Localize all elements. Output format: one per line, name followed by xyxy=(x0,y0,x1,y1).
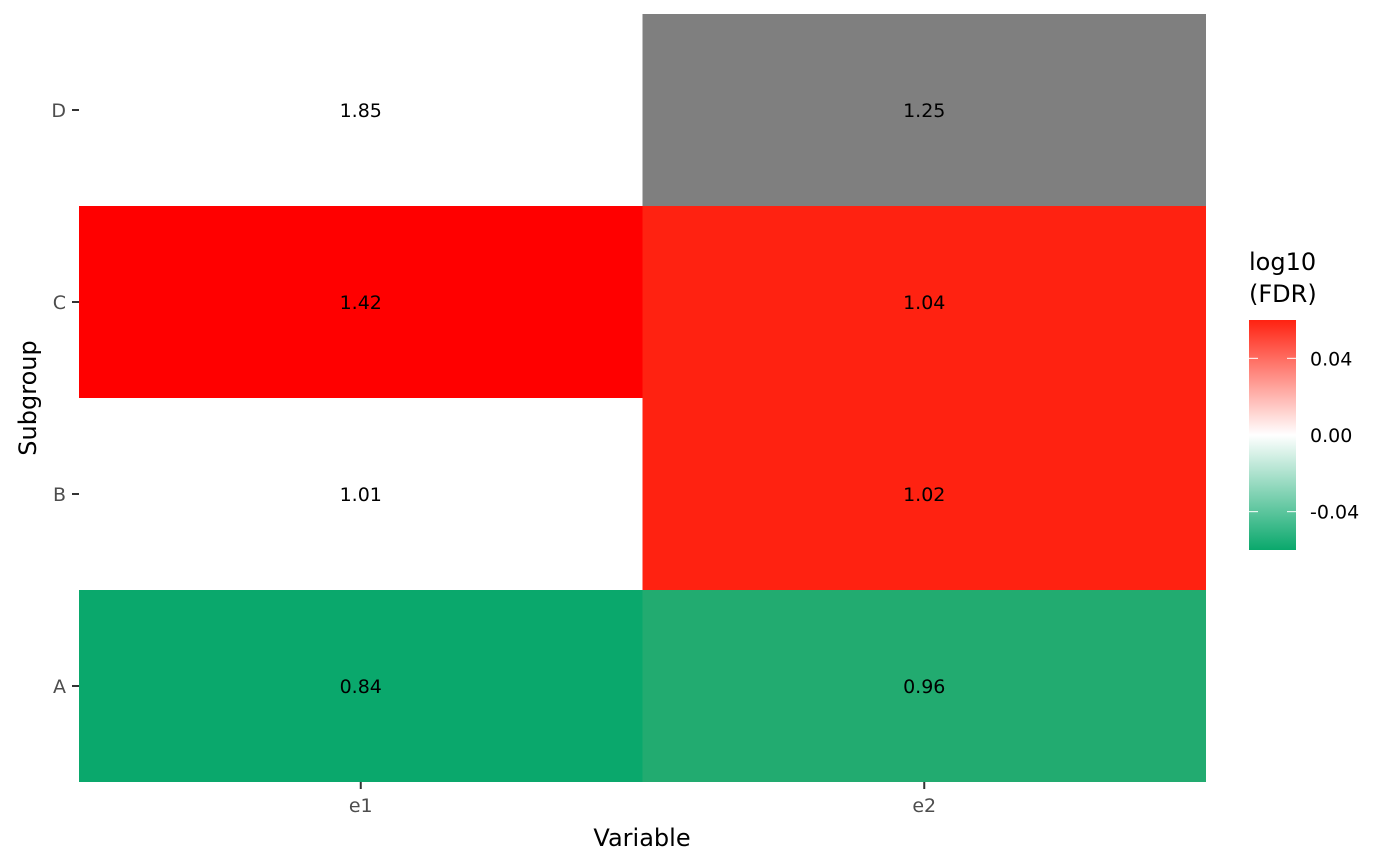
y-tick-label-B: B xyxy=(53,484,66,506)
cell-label-e1-B: 1.01 xyxy=(340,484,382,506)
cell-label-e1-C: 1.42 xyxy=(340,292,382,314)
y-tick-label-A: A xyxy=(53,676,66,698)
heatmap-cell-e2-A xyxy=(642,590,1206,782)
x-axis-title: Variable xyxy=(593,824,690,852)
heatmap-cell-e1-D xyxy=(79,14,643,206)
cell-label-e2-B: 1.02 xyxy=(903,484,945,506)
y-axis: A B C D xyxy=(51,100,79,698)
legend-tick-label-1: 0.00 xyxy=(1310,425,1352,447)
heatmap-cell-e1-C xyxy=(79,206,643,398)
legend-title-line-2: (FDR) xyxy=(1249,280,1317,308)
x-tick-label-e2: e2 xyxy=(912,795,936,817)
heatmap-cells xyxy=(79,14,1206,782)
cell-label-e2-D: 1.25 xyxy=(903,100,945,122)
cell-label-e1-D: 1.85 xyxy=(340,100,382,122)
y-axis-title: Subgroup xyxy=(14,340,42,455)
cell-label-e2-C: 1.04 xyxy=(903,292,945,314)
heatmap-cell-e2-D xyxy=(642,14,1206,206)
y-tick-label-D: D xyxy=(51,100,66,122)
legend-tick-label-2: -0.04 xyxy=(1310,502,1359,524)
y-tick-label-C: C xyxy=(53,292,66,314)
x-axis: e1 e2 xyxy=(349,782,936,817)
legend-tick-label-0: 0.04 xyxy=(1310,348,1352,370)
cell-labels: 1.85 1.25 1.42 1.04 1.01 1.02 0.84 0.96 xyxy=(340,100,946,698)
cell-label-e2-A: 0.96 xyxy=(903,676,945,698)
legend-ticks: 0.04 0.00 -0.04 xyxy=(1249,348,1359,524)
color-legend: log10 (FDR) 0.04 0.00 -0.04 xyxy=(1249,248,1359,550)
heatmap-cell-e1-A xyxy=(79,590,643,782)
heatmap-cell-e1-B xyxy=(79,398,643,590)
heatmap-cell-e2-B xyxy=(642,398,1206,590)
legend-title-line-1: log10 xyxy=(1249,248,1316,276)
x-tick-label-e1: e1 xyxy=(349,795,373,817)
heatmap-cell-e2-C xyxy=(642,206,1206,398)
cell-label-e1-A: 0.84 xyxy=(340,676,382,698)
